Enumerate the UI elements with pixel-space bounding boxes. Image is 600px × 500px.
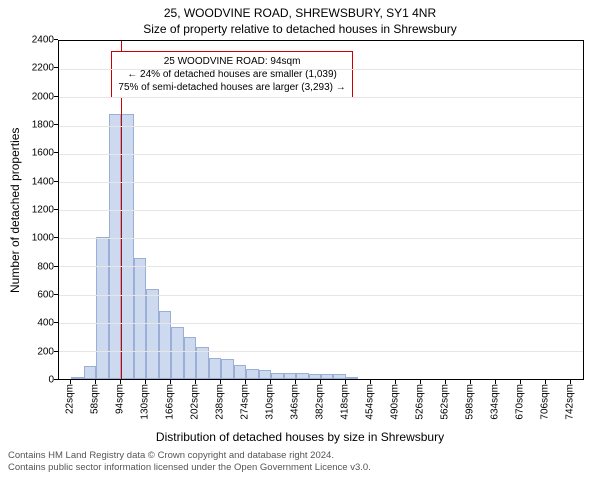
histogram-bar bbox=[271, 373, 283, 379]
y-tick-label: 2400 bbox=[32, 35, 54, 46]
chart-plot-area: 25 WOODVINE ROAD: 94sqm ← 24% of detache… bbox=[58, 40, 584, 380]
histogram-bar bbox=[71, 377, 83, 379]
y-tick-label: 1200 bbox=[32, 205, 54, 216]
y-tick-label: 200 bbox=[37, 346, 54, 357]
histogram-bar bbox=[321, 374, 333, 379]
histogram-bar bbox=[284, 373, 296, 379]
x-tick-label: 382sqm bbox=[315, 384, 326, 420]
histogram-bar bbox=[221, 359, 233, 379]
histogram-bar bbox=[234, 365, 246, 379]
histogram-bar bbox=[246, 369, 258, 379]
x-tick-label: 130sqm bbox=[140, 384, 151, 420]
histogram-bar bbox=[346, 377, 358, 379]
y-axis-ticks: 0200400600800100012001400160018002000220… bbox=[24, 40, 58, 380]
x-tick-label: 742sqm bbox=[564, 384, 575, 420]
x-tick-label: 454sqm bbox=[364, 384, 375, 420]
histogram-bar bbox=[184, 337, 196, 379]
x-tick-label: 562sqm bbox=[439, 384, 450, 420]
histogram-bar bbox=[333, 374, 345, 379]
footer-line-1: Contains HM Land Registry data © Crown c… bbox=[8, 450, 592, 462]
y-tick-label: 0 bbox=[48, 375, 54, 386]
histogram-bar bbox=[96, 237, 108, 379]
x-tick-label: 634sqm bbox=[489, 384, 500, 420]
y-axis-label: Number of detached properties bbox=[8, 40, 24, 380]
y-tick-label: 2200 bbox=[32, 63, 54, 74]
y-tick-label: 1800 bbox=[32, 120, 54, 131]
histogram-bar bbox=[84, 366, 96, 379]
x-tick-label: 22sqm bbox=[65, 384, 76, 414]
x-tick-label: 202sqm bbox=[190, 384, 201, 420]
x-axis-label: Distribution of detached houses by size … bbox=[8, 430, 592, 444]
y-tick-label: 800 bbox=[37, 261, 54, 272]
x-tick-label: 310sqm bbox=[265, 384, 276, 420]
x-axis-ticks: 22sqm 58sqm 94sqm 130sqm 166sqm 202sqm 238sqm 2… bbox=[58, 380, 582, 430]
histogram-bar bbox=[146, 289, 158, 379]
page-subtitle: Size of property relative to detached ho… bbox=[8, 22, 592, 36]
x-tick-label: 670sqm bbox=[514, 384, 525, 420]
page-title: 25, WOODVINE ROAD, SHREWSBURY, SY1 4NR bbox=[8, 6, 592, 20]
x-tick-label: 238sqm bbox=[215, 384, 226, 420]
histogram-bar bbox=[309, 374, 321, 379]
x-tick-label: 526sqm bbox=[414, 384, 425, 420]
annotation-line-3: 75% of semi-detached houses are larger (… bbox=[118, 81, 345, 94]
x-tick-label: 346sqm bbox=[290, 384, 301, 420]
x-tick-label: 166sqm bbox=[165, 384, 176, 420]
histogram-bar bbox=[134, 258, 146, 379]
histogram-bar bbox=[259, 370, 271, 379]
x-tick-label: 490sqm bbox=[389, 384, 400, 420]
y-tick-label: 1400 bbox=[32, 176, 54, 187]
x-tick-label: 274sqm bbox=[240, 384, 251, 420]
y-tick-label: 1600 bbox=[32, 148, 54, 159]
x-tick-label: 58sqm bbox=[90, 384, 101, 414]
histogram-bar bbox=[171, 327, 183, 379]
x-tick-label: 598sqm bbox=[464, 384, 475, 420]
footer-line-2: Contains public sector information licen… bbox=[8, 462, 592, 474]
histogram-bar bbox=[159, 311, 171, 379]
x-tick-label: 706sqm bbox=[539, 384, 550, 420]
y-tick-label: 400 bbox=[37, 318, 54, 329]
histogram-bar bbox=[209, 358, 221, 379]
x-tick-label: 418sqm bbox=[339, 384, 350, 420]
y-tick-label: 2000 bbox=[32, 91, 54, 102]
y-tick-label: 600 bbox=[37, 290, 54, 301]
annotation-line-1: 25 WOODVINE ROAD: 94sqm bbox=[118, 55, 345, 68]
histogram-bar bbox=[296, 373, 308, 379]
chart-annotation-box: 25 WOODVINE ROAD: 94sqm ← 24% of detache… bbox=[111, 51, 352, 98]
footer-attribution: Contains HM Land Registry data © Crown c… bbox=[8, 450, 592, 475]
y-tick-label: 1000 bbox=[32, 233, 54, 244]
x-tick-label: 94sqm bbox=[115, 384, 126, 414]
